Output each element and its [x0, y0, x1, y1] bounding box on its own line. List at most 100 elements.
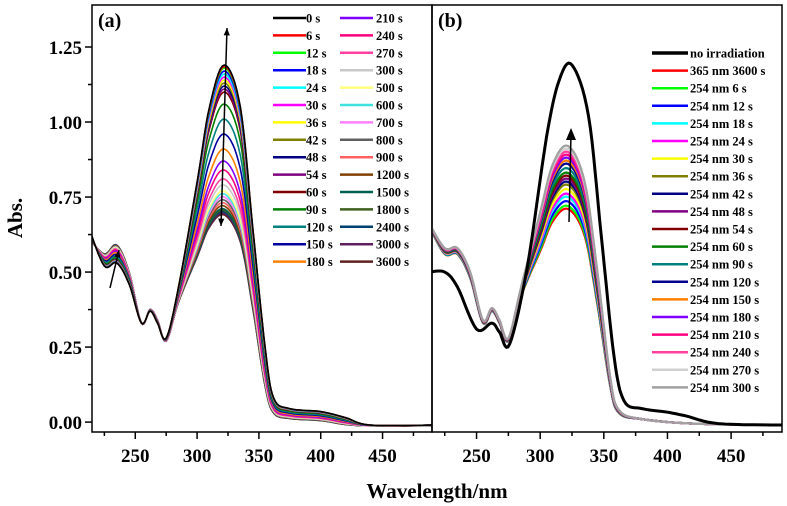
legend-item: 254 nm 48 s — [652, 205, 753, 219]
x-tick-label: 250 — [121, 446, 150, 467]
x-tick-label: 300 — [183, 446, 212, 467]
y-tick-label: 0.50 — [49, 263, 82, 284]
legend-label: 240 s — [376, 29, 403, 43]
legend-item: 18 s — [273, 64, 327, 78]
legend-item: 254 nm 240 s — [652, 346, 759, 360]
x-tick-label: 350 — [245, 446, 274, 467]
legend-item: 42 s — [273, 133, 327, 147]
panel-label: (a) — [98, 10, 121, 32]
legend-label: 270 s — [376, 46, 403, 60]
legend-item: 254 nm 30 s — [652, 152, 753, 166]
series-line-120-s — [92, 118, 432, 427]
legend-label: 180 s — [306, 255, 333, 269]
x-tick-label: 300 — [526, 446, 555, 467]
legend-label: 254 nm 120 s — [690, 275, 759, 289]
legend-item: 254 nm 60 s — [652, 240, 753, 254]
legend-item: 900 s — [340, 151, 403, 165]
series-lines — [92, 64, 432, 427]
legend-label: 2400 s — [376, 220, 409, 234]
legend-label: 700 s — [376, 116, 403, 130]
series-line-0-s — [92, 64, 432, 427]
legend-item: 800 s — [340, 133, 403, 147]
legend-label: 600 s — [376, 99, 403, 113]
legend-label: 254 nm 36 s — [690, 170, 753, 184]
legend-label: 0 s — [306, 12, 320, 26]
legend-label: 1500 s — [376, 186, 409, 200]
legend-label: 254 nm 12 s — [690, 99, 753, 113]
legend-item: 700 s — [340, 116, 403, 130]
legend-label: 254 nm 150 s — [690, 293, 759, 307]
arrow-head-icon — [223, 28, 230, 36]
series-line-no-irradiation — [432, 61, 782, 427]
legend-label: 3600 s — [376, 255, 409, 269]
legend-item: 1500 s — [340, 186, 409, 200]
legend-item: 365 nm 3600 s — [652, 64, 765, 78]
legend-label: no irradiation — [690, 47, 765, 61]
legend-label: 54 s — [306, 168, 327, 182]
legend-label: 254 nm 24 s — [690, 135, 753, 149]
legend-label: 254 nm 42 s — [690, 187, 753, 201]
legend-item: 210 s — [340, 12, 403, 26]
legend-item: 180 s — [273, 255, 333, 269]
legend-item: 120 s — [273, 220, 333, 234]
legend-label: 3000 s — [376, 238, 409, 252]
trend-arrow — [568, 133, 572, 223]
legend: 0 s 6 s 12 s 18 s 24 s 30 s 36 s 42 s 48 s 54 s 60… — [273, 12, 409, 269]
legend-label: 254 nm 60 s — [690, 240, 753, 254]
series-line-254-nm-300-s — [432, 144, 782, 427]
legend-label: 254 nm 48 s — [690, 205, 753, 219]
legend-item: 300 s — [340, 64, 403, 78]
legend-item: 270 s — [340, 46, 403, 60]
legend-item: 600 s — [340, 99, 403, 113]
plot-frame — [431, 4, 783, 433]
legend-item: 254 nm 18 s — [652, 117, 753, 131]
legend-item: 90 s — [273, 203, 327, 217]
legend-item: no irradiation — [652, 47, 765, 61]
legend-item: 254 nm 210 s — [652, 328, 759, 342]
legend-label: 210 s — [376, 12, 403, 26]
legend-item: 3000 s — [340, 238, 409, 252]
legend-item: 254 nm 36 s — [652, 170, 753, 184]
legend-item: 54 s — [273, 168, 327, 182]
x-tick-label: 400 — [306, 446, 335, 467]
legend-label: 254 nm 210 s — [690, 328, 759, 342]
legend-item: 254 nm 300 s — [652, 381, 759, 395]
legend-label: 254 nm 54 s — [690, 223, 753, 237]
legend-item: 0 s — [273, 12, 320, 26]
legend-label: 365 nm 3600 s — [690, 64, 765, 78]
legend-item: 254 nm 90 s — [652, 258, 753, 272]
legend-label: 18 s — [306, 64, 327, 78]
legend-label: 254 nm 30 s — [690, 152, 753, 166]
legend-label: 254 nm 180 s — [690, 311, 759, 325]
legend-label: 24 s — [306, 81, 327, 95]
legend-item: 254 nm 12 s — [652, 99, 753, 113]
legend-label: 30 s — [306, 99, 327, 113]
y-tick-label: 1.00 — [49, 113, 82, 134]
legend-item: 254 nm 120 s — [652, 275, 759, 289]
legend-label: 254 nm 270 s — [690, 363, 759, 377]
legend-item: 240 s — [340, 29, 403, 43]
panel-label: (b) — [438, 10, 462, 32]
legend-item: 1200 s — [340, 168, 409, 182]
legend-label: 120 s — [306, 220, 333, 234]
series-line-210-s — [92, 160, 432, 427]
legend-label: 6 s — [306, 29, 320, 43]
legend-item: 6 s — [273, 29, 320, 43]
x-tick-label: 400 — [653, 446, 682, 467]
y-tick-label: 0.75 — [49, 188, 82, 209]
legend-label: 60 s — [306, 186, 327, 200]
legend-item: 30 s — [273, 99, 327, 113]
legend-item: 60 s — [273, 186, 327, 200]
legend-item: 500 s — [340, 81, 403, 95]
legend-label: 48 s — [306, 151, 327, 165]
legend-item: 254 nm 24 s — [652, 135, 753, 149]
trend-arrow — [220, 27, 228, 227]
legend-label: 254 nm 300 s — [690, 381, 759, 395]
legend-label: 254 nm 18 s — [690, 117, 753, 131]
legend-item: 254 nm 270 s — [652, 363, 759, 377]
legend-label: 900 s — [376, 151, 403, 165]
panel-a: 250 300 350 400 450 (a) 0.00 0.25 0.50 0.75 1.00 1.… — [3, 4, 508, 503]
legend-label: 254 nm 240 s — [690, 346, 759, 360]
legend-item: 150 s — [273, 238, 333, 252]
arrow-head-icon — [566, 128, 576, 140]
